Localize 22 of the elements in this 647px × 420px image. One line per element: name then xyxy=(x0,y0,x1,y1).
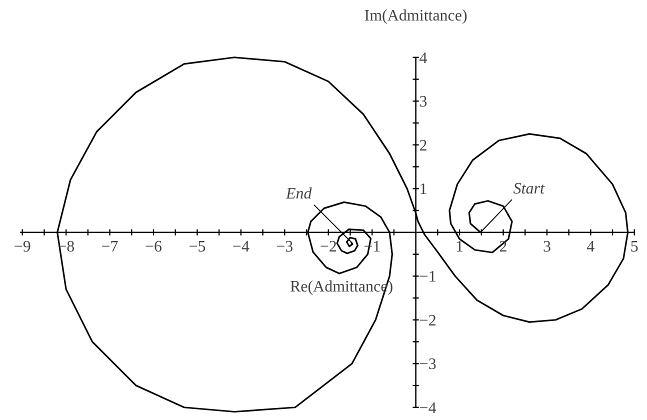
x-tick-label: −4 xyxy=(232,238,250,256)
x-tick-label: 4 xyxy=(586,238,595,256)
y-tick-label: 1 xyxy=(419,181,428,198)
x-tick-label: −2 xyxy=(320,238,337,256)
y-tick-label: −3 xyxy=(419,356,436,374)
annotation: Start xyxy=(513,180,545,198)
annotation: End xyxy=(284,186,313,203)
y-tick-label: −2 xyxy=(419,312,436,330)
x-tick-label: 5 xyxy=(630,238,638,256)
x-tick-label: 1 xyxy=(456,238,464,256)
y-tick-label: 4 xyxy=(419,50,428,67)
y-tick-label: 3 xyxy=(419,94,428,111)
x-tick-label: −5 xyxy=(188,238,206,256)
y-tick-label: 2 xyxy=(419,137,428,154)
x-tick-label: −7 xyxy=(101,238,118,256)
x-tick-label: −6 xyxy=(144,238,162,256)
y-axis-title: Im(Admittance) xyxy=(364,8,468,25)
x-tick-label: −9 xyxy=(14,238,31,256)
x-tick-label: −3 xyxy=(276,238,294,256)
y-tick-label: −4 xyxy=(419,400,436,417)
y-tick-label: −1 xyxy=(419,268,436,286)
x-tick-label: 3 xyxy=(542,238,551,256)
